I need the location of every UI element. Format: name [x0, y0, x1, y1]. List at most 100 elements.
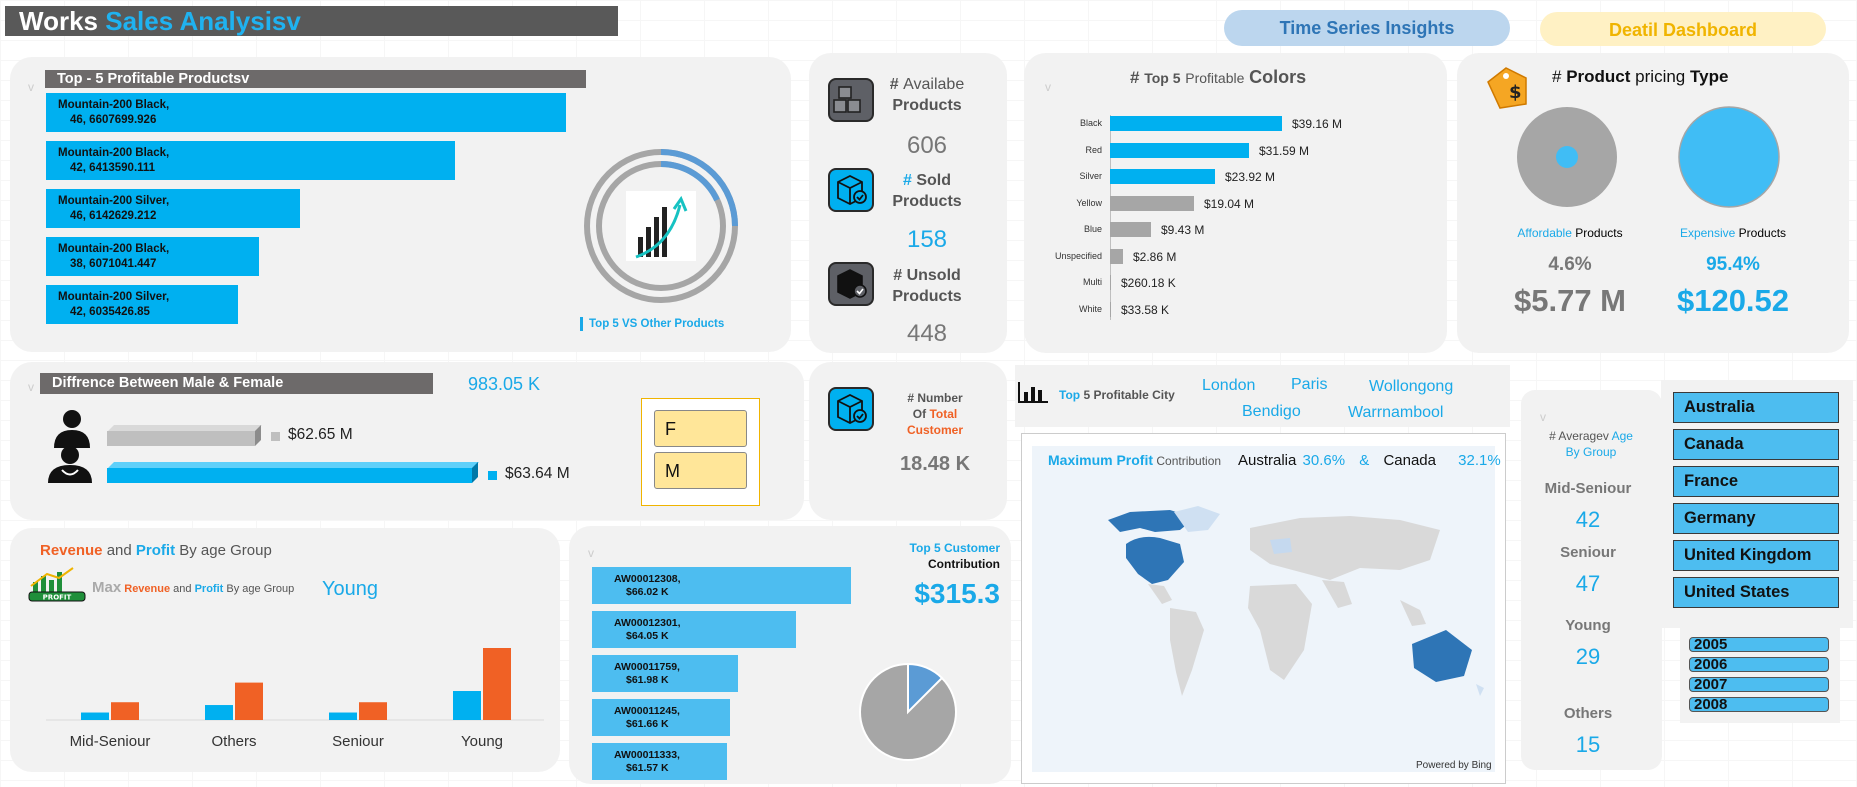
age-others-label: Others: [1563, 705, 1613, 722]
color-value: $23.92 M: [1225, 170, 1276, 184]
colors-card: [1024, 53, 1447, 353]
age-avg-title1: # Averagev: [1549, 429, 1609, 443]
revenue-column: [111, 702, 139, 720]
age-group-tick: Seniour: [332, 733, 384, 750]
age-young-value: 29: [1575, 644, 1601, 669]
top-customers-title1: Top 5 Customer: [909, 541, 1000, 555]
age-mid-seniour-label: Mid-Seniour: [1544, 480, 1632, 497]
color-bar: [1110, 169, 1215, 184]
country-france[interactable]: France: [1673, 466, 1839, 497]
revenue-title-profit: Profit: [135, 542, 176, 559]
country-united-states[interactable]: United States: [1673, 577, 1839, 608]
top-product-name: Mountain-200 Silver,: [58, 195, 170, 207]
top-product-bar: Mountain-200 Black, 42, 6413590.111: [46, 141, 455, 180]
top-product-name: Mountain-200 Black,: [58, 147, 170, 159]
age-avg-title2: By Group: [1565, 445, 1617, 459]
top-product-value: 46, 6142629.212: [70, 210, 157, 222]
year-2008[interactable]: 2008: [1689, 697, 1829, 712]
age-avg-title: # Averagev Age By Group: [1530, 428, 1652, 460]
customer-amount: $64.05 K: [626, 630, 669, 642]
slicer-m-button[interactable]: M: [654, 452, 747, 489]
affordable-pie: [1517, 107, 1617, 207]
customers-value: 18.48 K: [899, 453, 971, 475]
year-2006[interactable]: 2006: [1689, 657, 1829, 672]
color-value: $260.18 K: [1121, 276, 1176, 290]
profit-column: [329, 712, 357, 720]
sold-box-icon: [828, 168, 874, 212]
customer-bar: AW00011245, $61.66 K: [592, 699, 730, 736]
title-part2: Sales Analysisv: [105, 6, 301, 36]
customer-amount: $61.98 K: [626, 674, 669, 686]
map-max-profit-label: Maximum Profit: [1048, 452, 1154, 468]
sold-products-word: Products: [892, 193, 962, 210]
customer-amount: $61.57 K: [626, 762, 669, 774]
revenue-profit-chart: Mid-Seniour Others Seniour Young: [46, 648, 544, 750]
colors-title: # Top 5 Profitable Colors: [1130, 67, 1306, 88]
sold-products-value: 158: [906, 226, 948, 253]
svg-text:PROFIT: PROFIT: [43, 594, 72, 602]
country-germany[interactable]: Germany: [1673, 503, 1839, 534]
cities-strip: [1015, 365, 1510, 427]
available-products-title: # Availabe Products: [872, 74, 982, 116]
year-2005[interactable]: 2005: [1689, 637, 1829, 652]
expensive-pie: [1678, 106, 1780, 208]
map-header: Maximum Profit Contribution: [1048, 452, 1221, 468]
revenue-max-word: Max: [92, 579, 122, 596]
year-2007[interactable]: 2007: [1689, 677, 1829, 692]
world-map: [1108, 506, 1484, 696]
customer-bar: AW00012301, $64.05 K: [592, 611, 796, 648]
customer-bar: AW00011333, $61.57 K: [592, 743, 727, 780]
colors-title-colors: Colors: [1249, 67, 1307, 87]
color-bar: [1110, 301, 1111, 317]
female-icon: [54, 410, 90, 448]
price-tag-icon: $: [1487, 67, 1527, 109]
customers-kpi-card: [809, 362, 1007, 520]
color-bar: [1110, 142, 1249, 158]
bar-chart-icon: [1018, 382, 1048, 403]
top5-donut: [584, 149, 738, 303]
top-customers-title2: Contribution: [928, 557, 1000, 571]
detail-dashboard-button[interactable]: Deatil Dashboard: [1540, 12, 1826, 46]
revenue-max-value: Young: [322, 578, 378, 600]
age-seniour-label: Seniour: [1560, 544, 1616, 561]
customers-title-of: Of: [912, 407, 927, 421]
revenue-title: Revenue and Profit By age Group: [40, 542, 272, 559]
affordable-products-word: Products: [1575, 226, 1623, 240]
age-group-tick: Young: [461, 733, 503, 750]
age-young-label: Young: [1565, 617, 1611, 634]
color-label: Blue: [1083, 224, 1102, 234]
country-united-kingdom[interactable]: United Kingdom: [1673, 540, 1839, 571]
available-products-value: 606: [906, 132, 948, 159]
country-canada[interactable]: Canada: [1673, 429, 1839, 460]
age-group-tick: Others: [211, 733, 256, 750]
boxes-icon: [828, 78, 874, 122]
color-label: White: [1078, 303, 1102, 314]
color-label: Yellow: [1076, 197, 1102, 208]
color-axis: [1110, 115, 1111, 320]
female-bar-side: [255, 425, 261, 446]
top-product-value: 42, 6035426.85: [70, 306, 150, 318]
cities-title: Top 5 Profitable City: [1059, 388, 1175, 402]
color-label: Red: [1085, 144, 1102, 155]
revenue-title-rest: By age Group: [179, 542, 272, 559]
color-value: $31.59 M: [1259, 143, 1310, 158]
color-value: $9.43 M: [1161, 223, 1205, 237]
map-country1: Australia: [1238, 452, 1297, 469]
colors-title-hash: #: [1130, 68, 1140, 87]
profit-column: [205, 705, 233, 720]
kpi-hash: #: [889, 76, 899, 93]
customers-title-customer: Customer: [906, 423, 963, 437]
slicer-f-button[interactable]: F: [654, 410, 747, 447]
customers-title-number: # Number: [907, 391, 963, 405]
time-series-button[interactable]: Time Series Insights: [1224, 10, 1510, 46]
country-australia[interactable]: Australia: [1673, 392, 1839, 423]
profit-column: [81, 712, 109, 720]
age-avg-card: [1521, 390, 1662, 770]
map-amp: &: [1359, 452, 1370, 469]
revenue-max-rest: By age Group: [226, 583, 295, 595]
sold-word: Sold: [916, 172, 952, 189]
customer-bar: AW00012308, $66.02 K: [592, 567, 851, 604]
city-bendigo: Bendigo: [1242, 403, 1301, 420]
customers-title: # Number Of Total Customer: [880, 390, 990, 438]
pricing-title-type: Type: [1690, 67, 1729, 86]
